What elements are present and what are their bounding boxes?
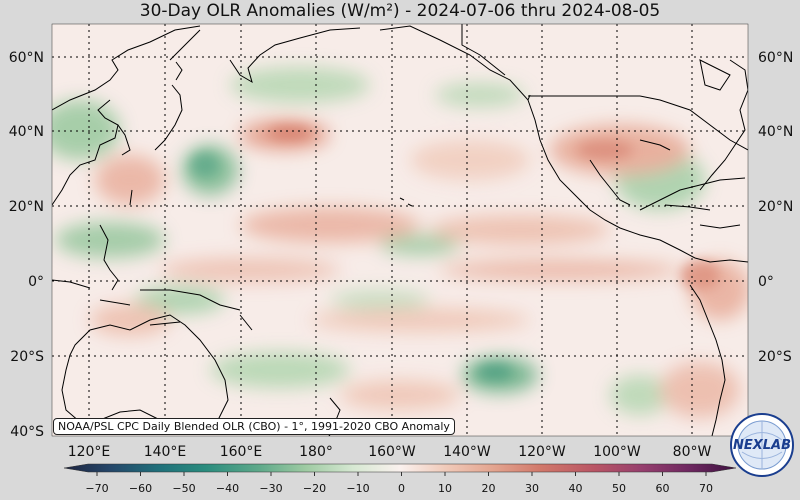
lat-label: 20°N [758, 199, 793, 215]
graticule [52, 24, 748, 436]
colorbar-tick-label: 0 [398, 482, 405, 495]
colorbar-tick-label: 10 [438, 482, 452, 495]
lat-label: 40°N [9, 124, 44, 140]
data-credit: NOAA/PSL CPC Daily Blended OLR (CBO) - 1… [53, 418, 455, 435]
colorbar-tick-label: −50 [172, 482, 195, 495]
lat-label: 20°S [758, 349, 792, 365]
map-title: 30-Day OLR Anomalies (W/m²) - 2024-07-06… [139, 1, 661, 21]
colorbar-tick-label: 70 [699, 482, 713, 495]
lat-labels-right: 60°N 40°N 20°N 0° 20°S [758, 50, 793, 365]
lat-label: 60°N [758, 50, 793, 66]
colorbar-tick-label: 30 [525, 482, 539, 495]
colorbar-tick-label: 40 [569, 482, 583, 495]
lat-labels-left: 60°N 40°N 20°N 0° 20°S 40°S [9, 50, 44, 440]
lat-label: 0° [28, 274, 44, 290]
lon-label: 100°W [593, 444, 641, 460]
logo-text: NEXLAB [733, 438, 791, 453]
colorbar-tick-label: −40 [216, 482, 239, 495]
colorbar-tick-label: −60 [129, 482, 152, 495]
lat-label: 40°N [758, 124, 793, 140]
lat-label: 20°N [9, 199, 44, 215]
colorbar-tick-label: −10 [346, 482, 369, 495]
colorbar-tick-label: −70 [85, 482, 108, 495]
lat-label: 40°S [10, 424, 44, 440]
lon-label: 140°E [144, 444, 187, 460]
colorbar-ticks: −70 −60 −50 −40 −30 −20 −10 0 10 20 30 40 50 60 70 [85, 472, 713, 495]
colorbar-tick-label: 20 [482, 482, 496, 495]
colorbar: −70 −60 −50 −40 −30 −20 −10 0 10 20 30 40 50 60 70 [63, 463, 737, 495]
lon-labels: 120°E 140°E 160°E 180° 160°W 140°W 120°W… [68, 444, 712, 460]
lat-label: 0° [758, 274, 774, 290]
colorbar-tick-label: −20 [303, 482, 326, 495]
colorbar-tick-label: −30 [259, 482, 282, 495]
colorbar-tick-label: 60 [656, 482, 670, 495]
lon-label: 80°W [673, 444, 712, 460]
lon-label: 120°E [68, 444, 111, 460]
lon-label: 120°W [518, 444, 566, 460]
lon-label: 180° [299, 444, 333, 460]
anomaly-field [52, 24, 748, 436]
lon-label: 160°E [220, 444, 263, 460]
lon-label: 140°W [443, 444, 491, 460]
colorbar-tick-label: 50 [612, 482, 626, 495]
lat-label: 60°N [9, 50, 44, 66]
lat-label: 20°S [10, 349, 44, 365]
nexlab-logo: NEXLAB [730, 413, 794, 477]
lon-label: 160°W [368, 444, 416, 460]
